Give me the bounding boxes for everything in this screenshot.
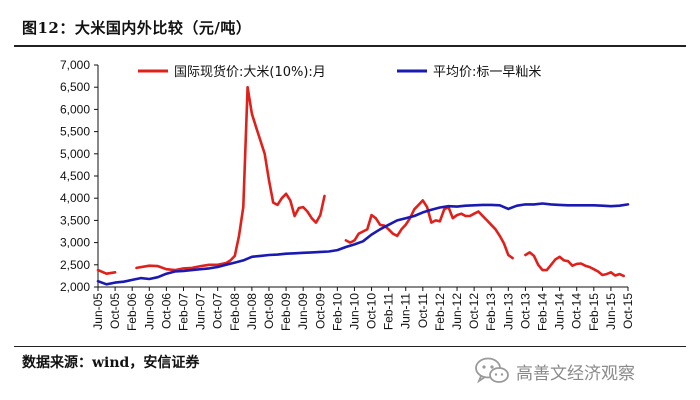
x-tick-label: Oct-10	[365, 293, 379, 329]
series-line-domestic-rice	[96, 202, 630, 286]
top-rule	[14, 45, 686, 47]
x-tick-label: Jun-07	[194, 293, 208, 330]
y-tick-label: 2,000	[60, 280, 90, 294]
x-tick-label: Oct-11	[416, 293, 430, 328]
x-tick-label: Jun-12	[450, 293, 464, 330]
x-tick-label: Feb-13	[484, 293, 498, 331]
x-tick-label: Jun-08	[245, 293, 259, 330]
x-tick-label: Jun-13	[501, 293, 515, 330]
y-tick-label: 4,500	[60, 169, 90, 183]
x-tick-label: Jun-09	[296, 293, 310, 330]
x-tick-label: Oct-12	[467, 293, 481, 329]
legend-label: 平均价:标一早籼米	[433, 65, 541, 80]
x-tick-label: Feb-10	[330, 293, 344, 331]
y-tick-label: 6,000	[60, 102, 90, 116]
watermark: 高善文经济观察	[474, 356, 635, 386]
y-tick-label: 4,000	[60, 191, 90, 205]
series-line-international-rice	[96, 268, 117, 275]
y-tick-label: 3,500	[60, 213, 90, 227]
x-tick-label: Feb-09	[279, 293, 293, 331]
bottom-rule	[14, 346, 686, 347]
y-tick-label: 3,000	[60, 236, 90, 250]
x-tick-label: Oct-09	[313, 293, 327, 329]
x-tick-label: Oct-15	[621, 293, 635, 329]
source-note: 数据来源：wind，安信证券	[22, 355, 200, 371]
y-tick-label: 7,000	[60, 58, 90, 72]
x-tick-label: Jun-11	[399, 293, 413, 329]
x-tick-label: Feb-14	[536, 293, 550, 331]
x-tick-label: Oct-06	[159, 293, 173, 329]
y-tick-label: 2,500	[60, 258, 90, 272]
x-tick-label: Feb-06	[125, 293, 139, 331]
x-tick-label: Jun-10	[347, 293, 361, 330]
legend-label: 国际现货价:大米(10%):月	[174, 64, 326, 80]
chart-plot: 2,000 2,500 3,000 3,500 4,000 4,500 5,000 5,500…	[60, 58, 635, 331]
series-line-international-rice	[344, 199, 514, 260]
x-tick-label: Oct-08	[262, 293, 276, 329]
x-tick-label: Jun-05	[91, 293, 105, 330]
y-tick-label: 5,000	[60, 147, 90, 161]
x-tick-label: Jun-06	[142, 293, 156, 330]
x-tick-label: Oct-13	[518, 293, 532, 329]
wechat-icon	[475, 357, 509, 384]
x-tick-label: Feb-11	[382, 293, 396, 330]
x-tick-label: Oct-07	[211, 293, 225, 329]
x-tick-label: Feb-07	[176, 293, 190, 331]
x-tick-label: Feb-15	[587, 293, 601, 331]
x-tick-label: Feb-08	[228, 293, 242, 331]
watermark-text: 高善文经济观察	[516, 363, 635, 384]
series-line-international-rice	[135, 85, 326, 272]
chart-title: 图12：大米国内外比较（元/吨）	[22, 19, 252, 37]
x-tick-label: Feb-12	[433, 293, 447, 331]
x-tick-label: Jun-15	[604, 293, 618, 330]
y-tick-label: 5,500	[60, 125, 90, 139]
series-line-international-rice	[524, 251, 625, 278]
x-tick-label: Oct-05	[108, 293, 122, 329]
x-tick-label: Oct-14	[570, 293, 584, 329]
y-tick-label: 6,500	[60, 80, 90, 94]
x-tick-label: Jun-14	[553, 293, 567, 330]
